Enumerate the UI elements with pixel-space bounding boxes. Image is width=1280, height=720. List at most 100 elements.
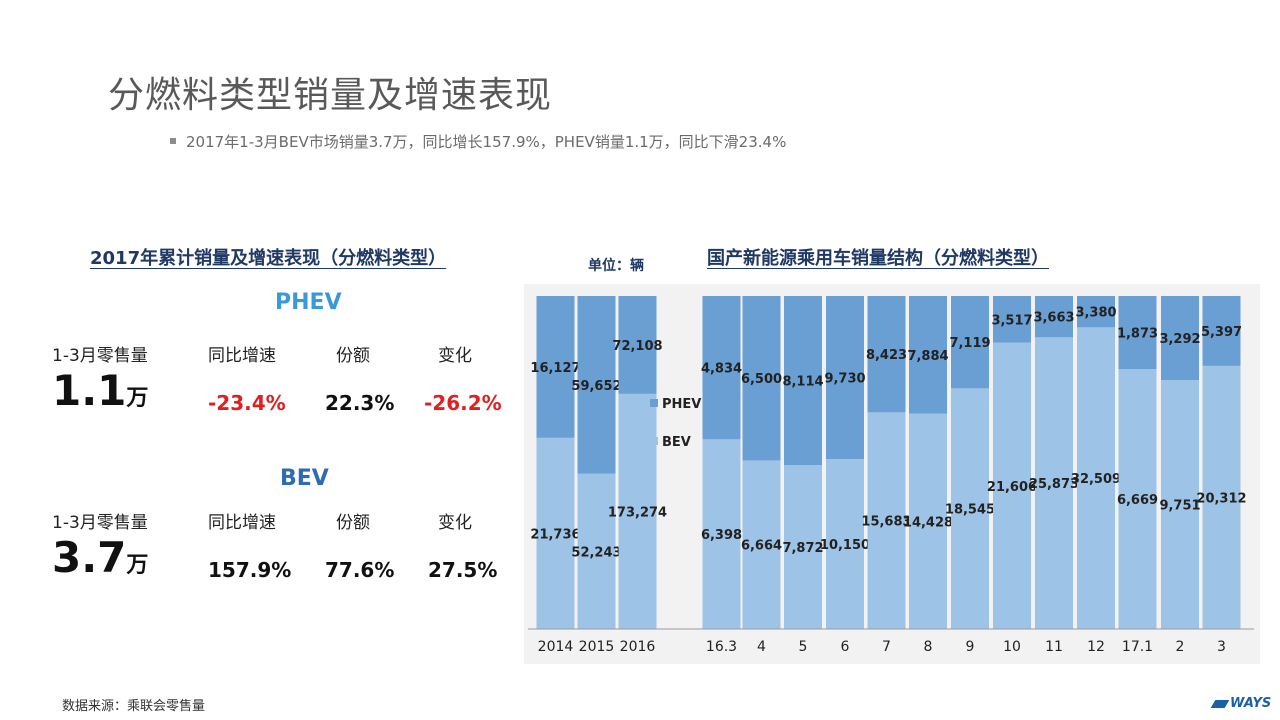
bar-bev-2016 — [618, 393, 657, 629]
label-bev-2016: 173,274 — [608, 505, 667, 520]
summary-text: 2017年1-3月BEV市场销量3.7万，同比增长157.9%，PHEV销量1.… — [186, 133, 787, 151]
x-tick-3: 3 — [1217, 639, 1226, 655]
bev-header-share: 份额 — [336, 513, 370, 533]
bev-header-volume: 1-3月零售量 — [52, 513, 148, 533]
label-phev-8: 7,884 — [907, 349, 948, 364]
logo-text: WAYS — [1230, 696, 1272, 711]
label-phev-2: 3,292 — [1159, 332, 1200, 347]
bar-phev-5 — [784, 296, 822, 466]
phev-header-yoy: 同比增速 — [208, 346, 276, 366]
bar-phev-12 — [1077, 296, 1115, 328]
label-phev-7: 8,423 — [866, 348, 907, 363]
bar-phev-2014 — [536, 296, 575, 438]
x-tick-17.1: 17.1 — [1122, 639, 1153, 655]
bar-phev-16.3 — [702, 296, 741, 440]
x-tick-2014: 2014 — [538, 639, 574, 655]
bev-volume-unit: 万 — [126, 553, 149, 578]
x-tick-11: 11 — [1045, 639, 1063, 655]
label-phev-2014: 16,127 — [530, 361, 580, 376]
label-phev-4: 6,500 — [741, 372, 782, 387]
phev-change: -26.2% — [424, 391, 502, 415]
phev-volume-unit: 万 — [126, 386, 149, 411]
x-tick-9: 9 — [966, 639, 975, 655]
label-phev-5: 8,114 — [782, 375, 823, 390]
bev-yoy: 157.9% — [208, 558, 292, 582]
bar-bev-4 — [742, 460, 781, 629]
label-bev-2015: 52,243 — [571, 545, 621, 560]
unit-note: 单位：辆 — [588, 258, 644, 274]
bar-bev-16.3 — [702, 439, 741, 629]
bev-header-change: 变化 — [438, 513, 472, 533]
label-bev-3: 20,312 — [1196, 491, 1246, 506]
logo-mark-icon — [1210, 699, 1230, 708]
label-phev-11: 3,663 — [1033, 311, 1074, 326]
chart-area: 16,127 21,736 2014 59,652 52,243 2015 72,108 17… — [524, 284, 1260, 664]
bar-phev-4 — [742, 296, 781, 461]
label-bev-2014: 21,736 — [530, 527, 580, 542]
summary-bullet: 2017年1-3月BEV市场销量3.7万，同比增长157.9%，PHEV销量1.… — [170, 131, 786, 152]
phev-share: 22.3% — [325, 391, 395, 415]
x-tick-12: 12 — [1087, 639, 1105, 655]
phev-header-share: 份额 — [336, 346, 370, 366]
bar-phev-10 — [993, 296, 1031, 343]
left-panel-title: 2017年累计销量及增速表现（分燃料类型） — [90, 248, 447, 269]
bar-bev-17.1 — [1118, 369, 1157, 629]
stacked-bar-chart: 16,127 21,736 2014 59,652 52,243 2015 72,108 17… — [528, 296, 1254, 655]
phev-label: PHEV — [275, 290, 342, 315]
x-tick-5: 5 — [799, 639, 808, 655]
bar-bev-10 — [993, 342, 1031, 629]
label-bev-9: 18,545 — [945, 503, 995, 518]
label-phev-16.3: 4,834 — [701, 362, 742, 377]
x-tick-16.3: 16.3 — [706, 639, 737, 655]
legend-bev-swatch — [650, 437, 658, 445]
label-bev-4: 6,664 — [741, 539, 782, 554]
bev-label: BEV — [280, 466, 329, 491]
x-tick-8: 8 — [924, 639, 933, 655]
x-tick-7: 7 — [882, 639, 891, 655]
label-bev-8: 14,428 — [903, 515, 953, 530]
legend-phev-swatch — [650, 399, 658, 407]
bullet-icon — [170, 137, 176, 144]
bar-bev-3 — [1202, 365, 1241, 629]
bar-bev-5 — [784, 465, 822, 629]
bar-bev-11 — [1035, 337, 1073, 629]
bar-phev-2 — [1161, 296, 1199, 381]
x-tick-10: 10 — [1003, 639, 1021, 655]
bar-phev-3 — [1202, 296, 1241, 366]
bar-bev-12 — [1077, 327, 1115, 629]
bar-bev-2014 — [536, 437, 575, 629]
label-bev-2: 9,751 — [1159, 499, 1200, 514]
bar-bev-2 — [1161, 380, 1199, 629]
x-tick-2: 2 — [1176, 639, 1185, 655]
phev-header-change: 变化 — [438, 346, 472, 366]
bar-phev-2016 — [618, 296, 657, 394]
bev-header-yoy: 同比增速 — [208, 513, 276, 533]
bar-bev-6 — [826, 458, 864, 629]
label-bev-6: 10,150 — [820, 538, 870, 553]
bar-phev-2015 — [577, 296, 616, 474]
label-bev-7: 15,683 — [861, 515, 911, 530]
phev-header-volume: 1-3月零售量 — [52, 346, 148, 366]
bev-change: 27.5% — [428, 558, 498, 582]
phev-yoy: -23.4% — [208, 391, 286, 415]
bar-phev-17.1 — [1118, 296, 1157, 370]
x-tick-2015: 2015 — [579, 639, 615, 655]
label-bev-11: 25,873 — [1029, 477, 1079, 492]
label-phev-2016: 72,108 — [612, 339, 662, 354]
label-bev-10: 21,606 — [987, 480, 1037, 495]
label-phev-6: 9,730 — [824, 371, 865, 386]
bar-phev-9 — [951, 296, 989, 389]
bar-phev-11 — [1035, 296, 1073, 338]
label-bev-17.1: 6,669 — [1117, 493, 1158, 508]
bar-bev-9 — [951, 388, 989, 629]
legend-bev-label: BEV — [662, 435, 691, 450]
label-phev-9: 7,119 — [949, 336, 990, 351]
label-phev-17.1: 1,873 — [1117, 327, 1158, 342]
bar-bev-2015 — [577, 473, 616, 629]
data-source: 数据来源：乘联会零售量 — [62, 699, 206, 714]
bar-phev-6 — [826, 296, 864, 459]
label-bev-5: 7,872 — [782, 541, 823, 556]
bev-share: 77.6% — [325, 558, 395, 582]
bev-volume-number: 3.7 — [52, 533, 127, 582]
chart-title: 国产新能源乘用车销量结构（分燃料类型） — [707, 248, 1049, 269]
